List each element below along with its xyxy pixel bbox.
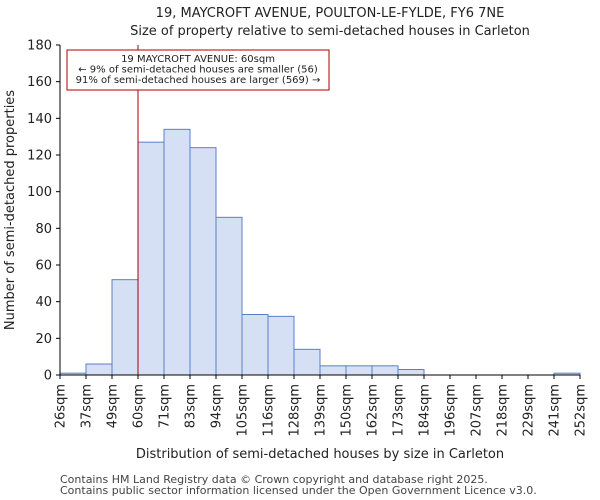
bar — [319, 365, 347, 376]
y-tick-label: 100 — [27, 185, 52, 200]
x-tick-label: 207sqm — [470, 384, 485, 437]
y-tick-label: 0 — [44, 369, 52, 384]
bar — [371, 365, 399, 376]
x-tick-label: 116sqm — [262, 384, 277, 437]
x-tick-label: 184sqm — [418, 384, 433, 437]
bar — [345, 365, 373, 376]
x-tick-label: 49sqm — [106, 384, 121, 428]
y-tick-label: 180 — [27, 39, 52, 54]
x-tick-label: 162sqm — [366, 384, 381, 437]
y-tick-label: 40 — [35, 295, 52, 310]
x-tick-label: 60sqm — [132, 384, 147, 428]
annotation-line: ← 9% of semi-detached houses are smaller… — [78, 65, 318, 76]
x-tick-label: 241sqm — [548, 384, 563, 437]
footer-copyright: Contains HM Land Registry data © Crown c… — [60, 473, 488, 486]
x-tick-label: 83sqm — [184, 384, 199, 428]
bar — [111, 279, 139, 376]
bar — [267, 315, 295, 376]
x-axis-label: Distribution of semi-detached houses by … — [136, 447, 504, 462]
x-tick-label: 71sqm — [158, 384, 173, 428]
y-axis-label: Number of semi-detached properties — [3, 90, 18, 330]
bar — [241, 314, 269, 376]
bar — [163, 128, 191, 376]
x-tick-label: 196sqm — [444, 384, 459, 437]
x-tick-label: 229sqm — [522, 384, 537, 437]
y-tick-label: 20 — [35, 332, 52, 347]
bar — [397, 369, 425, 376]
x-tick-label: 105sqm — [236, 384, 251, 437]
annotation-box — [66, 49, 330, 91]
x-tick-label: 37sqm — [80, 384, 95, 428]
chart-title: 19, MAYCROFT AVENUE, POULTON-LE-FYLDE, F… — [156, 6, 505, 21]
x-tick-label: 139sqm — [314, 384, 329, 437]
y-tick-label: 160 — [27, 75, 52, 90]
bar — [215, 216, 243, 376]
x-tick-label: 26sqm — [54, 384, 69, 428]
x-tick-label: 128sqm — [288, 384, 303, 437]
x-tick-label: 150sqm — [340, 384, 355, 437]
x-tick-label: 252sqm — [574, 384, 589, 437]
annotation-line: 91% of semi-detached houses are larger (… — [76, 75, 321, 86]
bar — [85, 363, 113, 376]
chart-subtitle: Size of property relative to semi-detach… — [130, 24, 530, 39]
x-tick-label: 94sqm — [210, 384, 225, 428]
bar — [137, 141, 165, 376]
footer-license: Contains public sector information licen… — [60, 484, 537, 497]
bar — [189, 147, 217, 376]
annotation-line: 19 MAYCROFT AVENUE: 60sqm — [121, 54, 275, 65]
y-tick-label: 60 — [35, 259, 52, 274]
bar — [293, 348, 321, 376]
plot-area: 0 20 40 60 80 100 120 140 160 180 26sqm 37sqm 49sqm 6… — [27, 39, 588, 437]
x-tick-label: 218sqm — [496, 384, 511, 437]
y-tick-label: 80 — [35, 222, 52, 237]
y-tick-label: 140 — [27, 112, 52, 127]
y-tick-label: 120 — [27, 149, 52, 164]
x-tick-label: 173sqm — [392, 384, 407, 437]
